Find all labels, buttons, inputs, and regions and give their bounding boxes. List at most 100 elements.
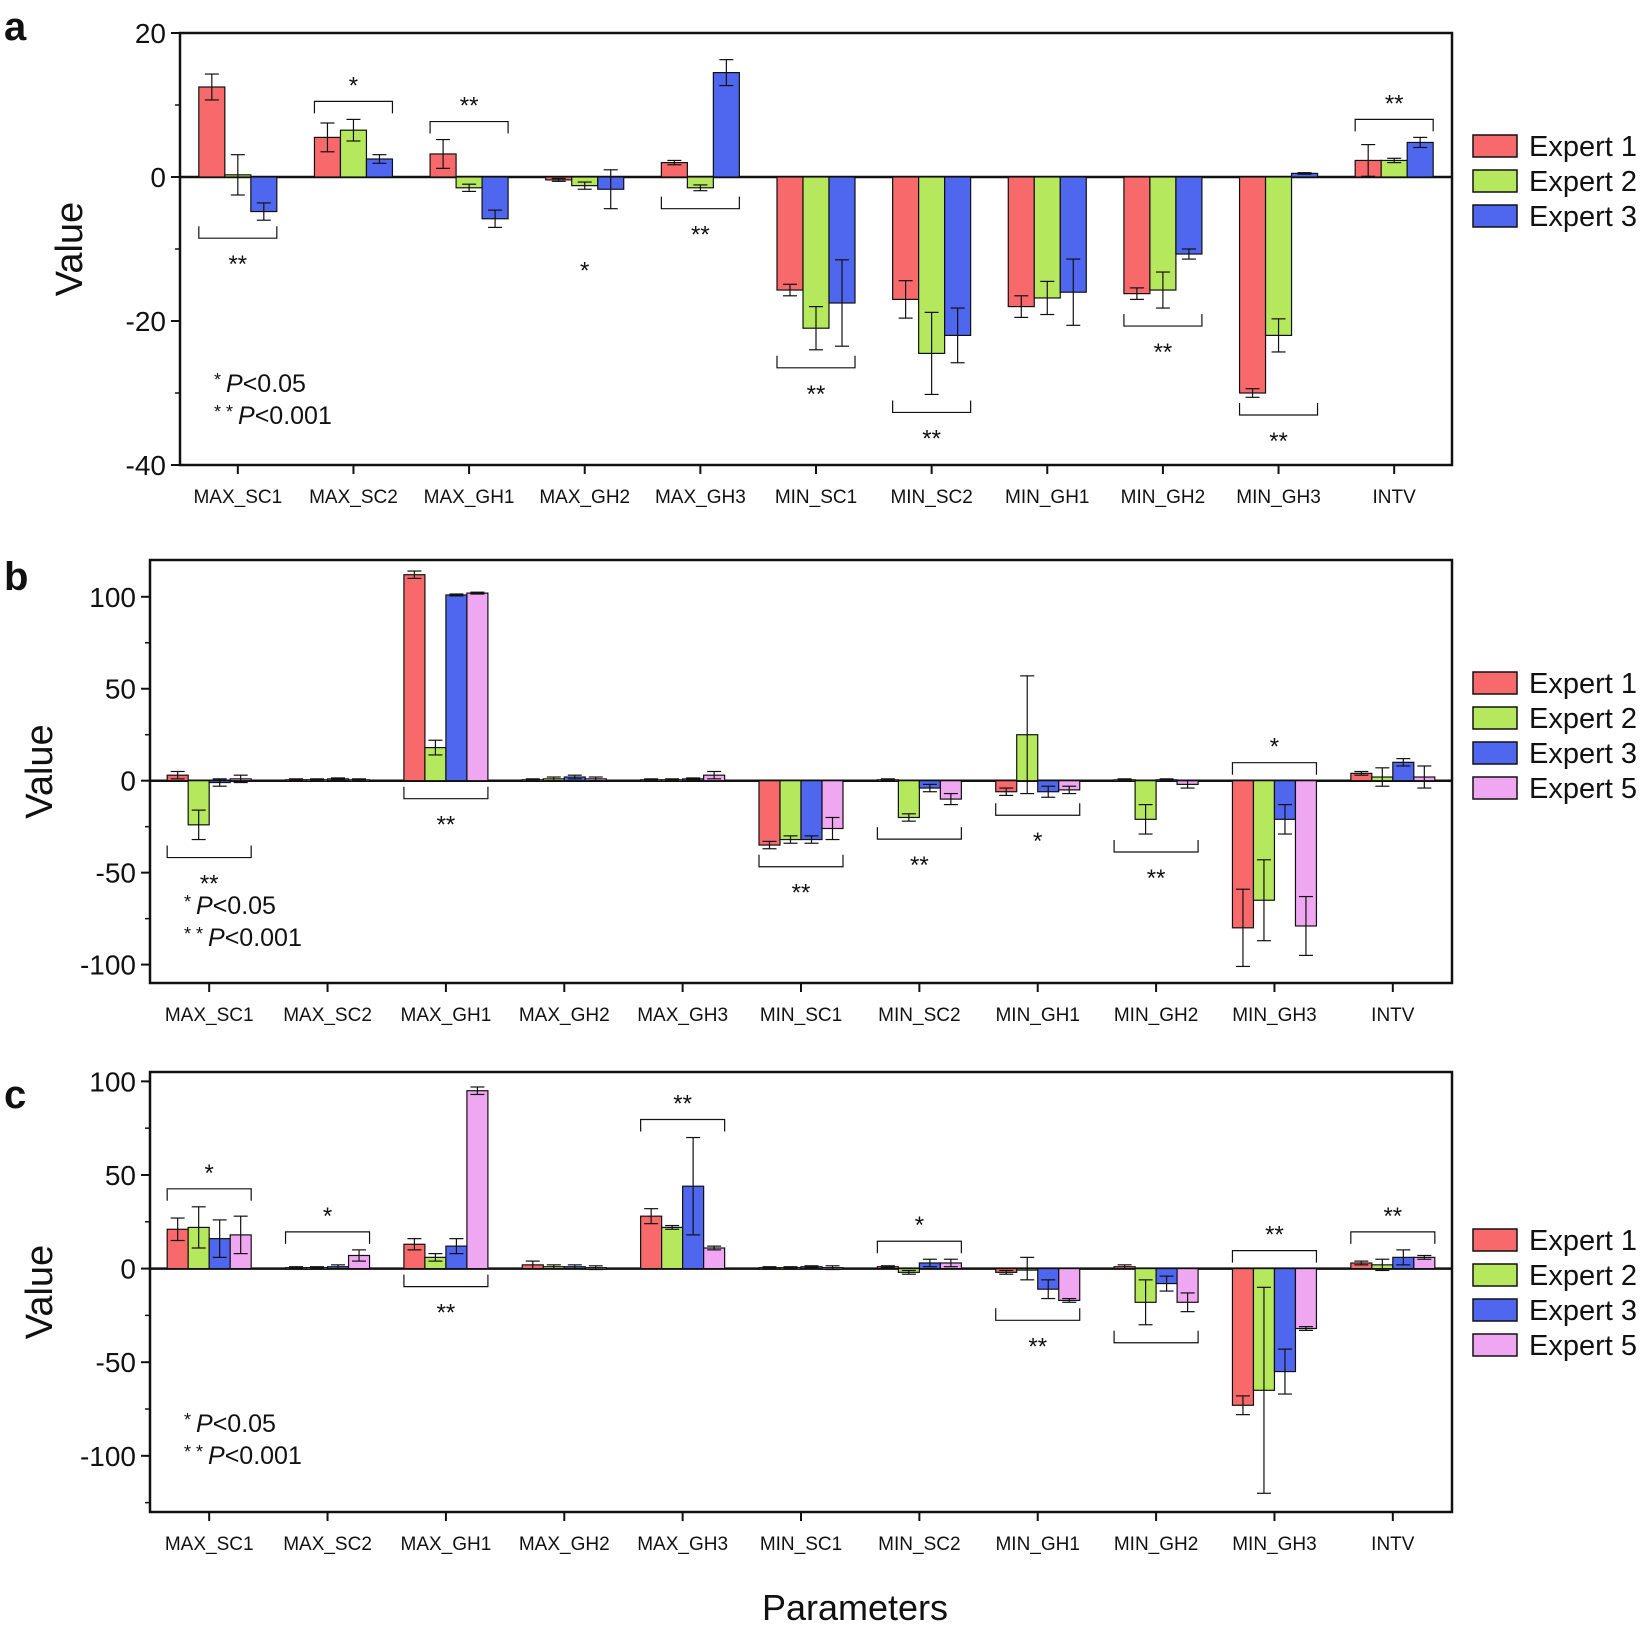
panel-letter: a xyxy=(4,5,27,49)
bar xyxy=(466,1090,489,1270)
bar xyxy=(1058,1267,1081,1302)
legend-swatch xyxy=(1472,1298,1518,1322)
bar xyxy=(1294,1267,1318,1330)
x-tick-label: MIN_SC1 xyxy=(760,1005,842,1026)
significance-bracket xyxy=(403,786,489,800)
significance-bracket xyxy=(1354,118,1434,132)
bar xyxy=(1149,176,1177,291)
y-tick-label: 0 xyxy=(120,766,136,797)
significance-marker: ** xyxy=(1147,865,1166,892)
significance-bracket xyxy=(776,355,856,369)
p-value-note: * * P<0.001 xyxy=(184,1442,302,1470)
significance-marker: ** xyxy=(1154,339,1173,366)
x-tick-label: MIN_GH2 xyxy=(1114,1005,1198,1026)
bar xyxy=(1264,176,1293,336)
x-tick-label: MIN_SC2 xyxy=(890,487,972,508)
significance-marker: ** xyxy=(910,852,929,879)
x-tick-label: MAX_GH3 xyxy=(637,1005,728,1026)
significance-marker: ** xyxy=(792,880,811,907)
legend-label: Expert 2 xyxy=(1529,703,1637,735)
y-tick-label: 20 xyxy=(135,18,166,49)
bar xyxy=(776,176,804,291)
x-tick-label: MAX_SC2 xyxy=(283,1534,372,1555)
significance-marker: ** xyxy=(437,1300,456,1327)
p-value-note: * P<0.05 xyxy=(214,370,306,398)
x-tick-label: MAX_SC1 xyxy=(165,1534,254,1555)
p-value-note: * P<0.05 xyxy=(184,1410,276,1438)
significance-bracket xyxy=(1231,762,1318,775)
x-tick-label: MIN_GH3 xyxy=(1232,1005,1316,1026)
significance-bracket xyxy=(660,196,740,210)
bar xyxy=(800,780,823,841)
significance-marker: ** xyxy=(1028,1333,1047,1360)
significance-marker: ** xyxy=(691,222,710,249)
bar xyxy=(466,592,489,782)
significance-bracket xyxy=(876,827,962,840)
bar xyxy=(1033,176,1061,299)
bar xyxy=(712,71,740,178)
x-tick-label: MIN_SC2 xyxy=(878,1534,960,1555)
y-tick-label: -40 xyxy=(126,450,166,481)
significance-bracket xyxy=(313,100,394,114)
legend-swatch xyxy=(1472,671,1518,695)
significance-bracket xyxy=(429,120,509,134)
significance-bracket xyxy=(198,226,278,239)
legend-label: Expert 2 xyxy=(1529,1260,1637,1292)
x-tick-label: MIN_GH1 xyxy=(1005,487,1089,508)
plot-frame xyxy=(148,558,1454,985)
x-tick-label: MAX_SC1 xyxy=(165,1005,254,1026)
x-tick-label: MAX_SC2 xyxy=(309,487,398,508)
x-tick-label: MIN_GH1 xyxy=(995,1005,1079,1026)
x-tick-label: MAX_GH2 xyxy=(519,1005,610,1026)
significance-bracket xyxy=(876,1240,962,1254)
legend-label: Expert 2 xyxy=(1529,166,1637,198)
significance-bracket xyxy=(892,400,972,414)
panel-c: c 100 50 0 -50 -100 Value MAX_SC1 MAX_SC2 MAX_GH1… xyxy=(4,1066,1637,1555)
legend-label: Expert 1 xyxy=(1529,1225,1637,1257)
y-tick-label: -100 xyxy=(80,1441,136,1472)
bar xyxy=(802,176,830,329)
significance-marker: ** xyxy=(200,871,219,898)
bar xyxy=(1175,176,1203,255)
legend-swatch xyxy=(1472,134,1518,158)
legend-label: Expert 5 xyxy=(1529,773,1637,805)
p-value-note: * * P<0.001 xyxy=(184,924,302,952)
significance-bracket xyxy=(1231,1250,1318,1263)
legend-swatch xyxy=(1472,169,1518,193)
p-value-note: * P<0.05 xyxy=(184,892,276,920)
x-tick-label: INTV xyxy=(1371,1534,1415,1555)
y-tick-label: -50 xyxy=(96,858,136,889)
significance-bracket xyxy=(1238,403,1319,416)
x-tick-label: MAX_SC2 xyxy=(283,1005,372,1026)
legend-label: Expert 3 xyxy=(1529,201,1637,233)
significance-marker: ** xyxy=(807,381,826,408)
significance-marker: ** xyxy=(460,93,479,120)
legend-swatch xyxy=(1472,706,1518,730)
x-tick-label: MIN_GH1 xyxy=(995,1534,1079,1555)
legend-label: Expert 1 xyxy=(1529,668,1637,700)
significance-bracket xyxy=(166,845,252,859)
significance-marker: ** xyxy=(1265,1222,1284,1249)
bar xyxy=(661,1226,684,1270)
significance-marker: ** xyxy=(922,425,941,452)
y-axis-label: Value xyxy=(19,724,61,818)
bar xyxy=(758,780,781,846)
bar xyxy=(403,574,426,782)
x-tick-label: MAX_GH3 xyxy=(637,1534,728,1555)
significance-marker: * xyxy=(205,1160,214,1187)
significance-bracket xyxy=(640,1118,726,1132)
significance-bracket xyxy=(403,1274,489,1288)
significance-marker: ** xyxy=(1385,90,1404,117)
x-tick-label: MIN_GH2 xyxy=(1121,487,1205,508)
y-tick-label: 0 xyxy=(120,1254,136,1285)
bar xyxy=(198,86,226,178)
y-axis-label: Value xyxy=(19,1245,61,1339)
significance-bracket xyxy=(284,1231,371,1244)
y-tick-label: 100 xyxy=(89,582,136,613)
significance-bracket xyxy=(995,803,1081,816)
legend-swatch xyxy=(1472,204,1518,228)
x-tick-label: MAX_GH2 xyxy=(539,487,630,508)
significance-bracket xyxy=(1113,1330,1199,1344)
legend-swatch xyxy=(1472,776,1518,800)
legend-label: Expert 1 xyxy=(1529,131,1637,163)
